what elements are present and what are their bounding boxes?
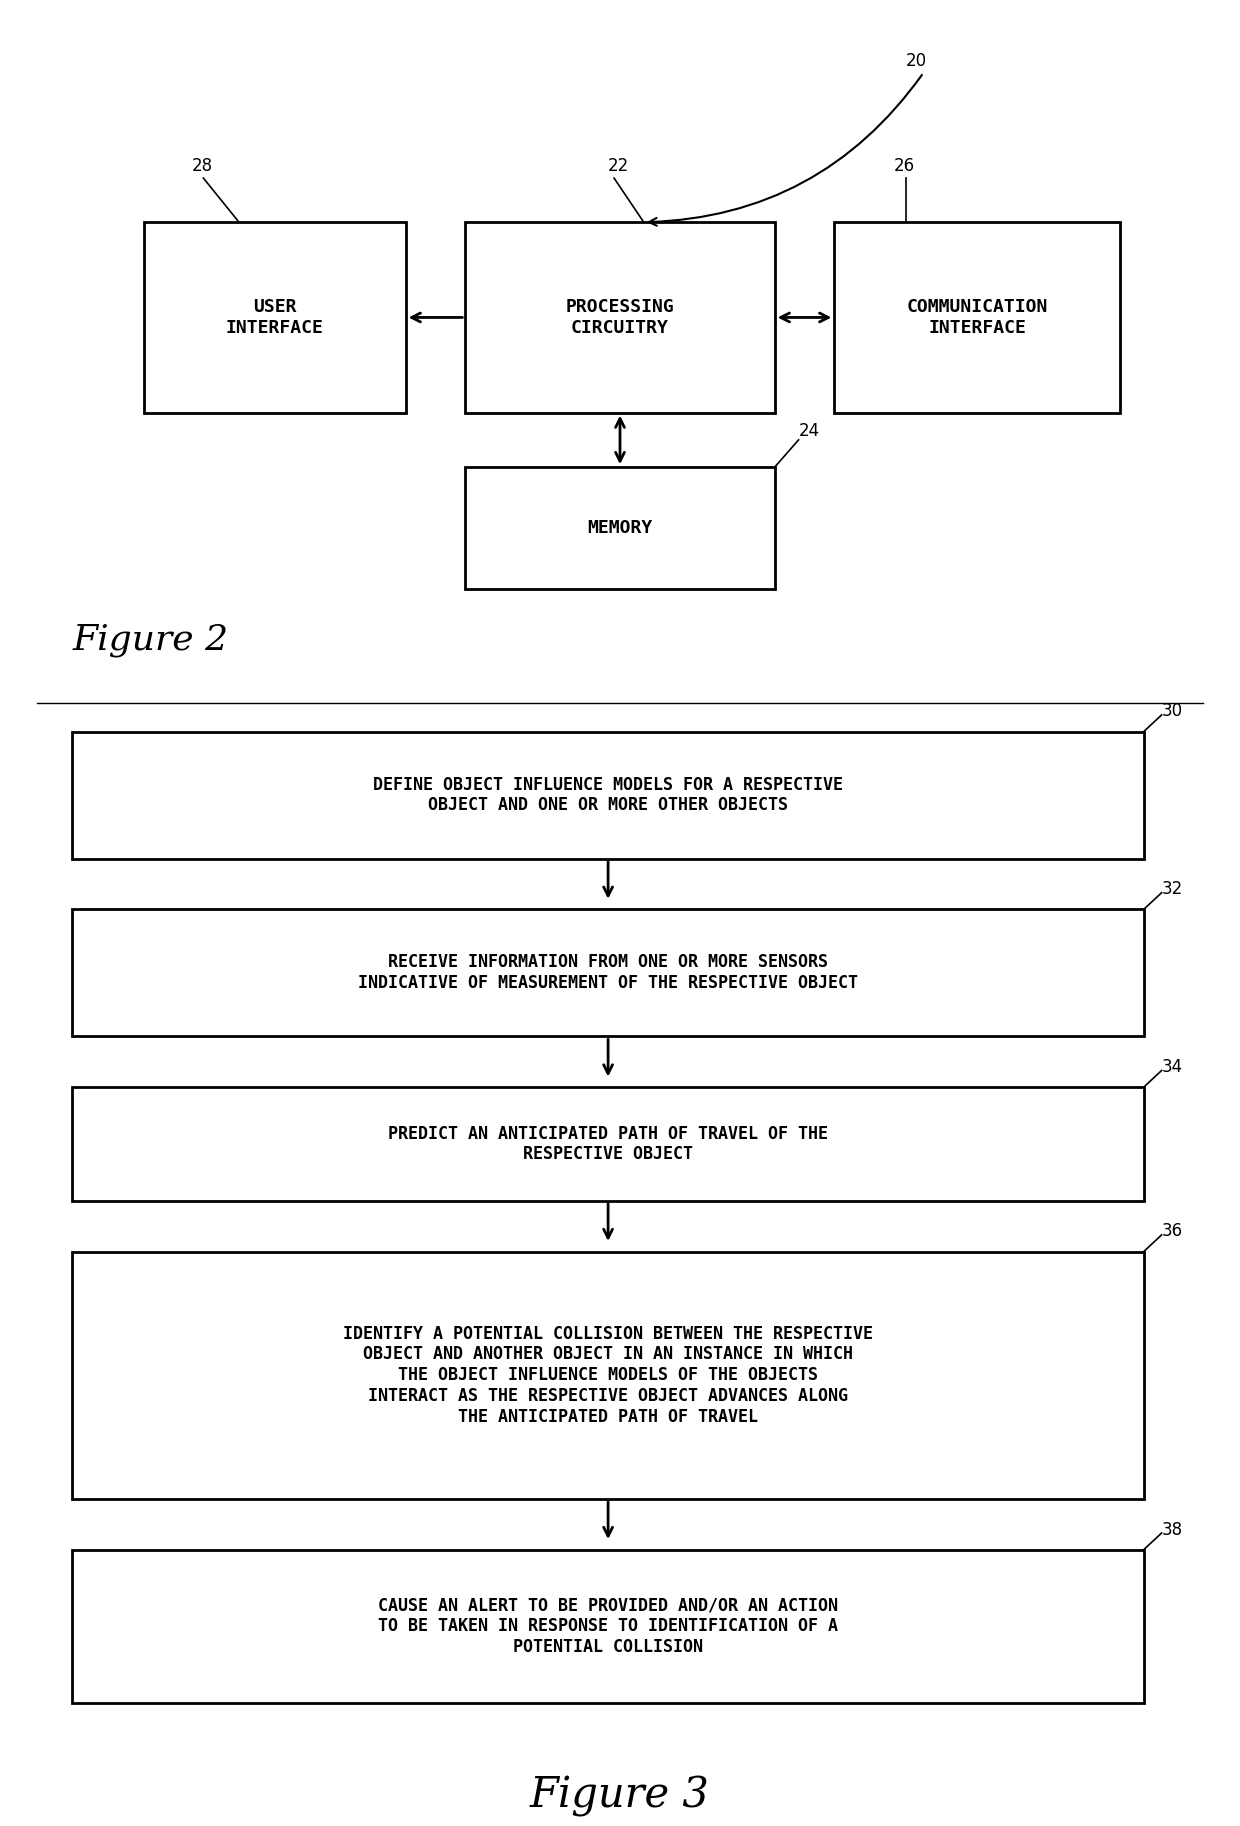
Text: 28: 28 xyxy=(191,157,212,175)
Text: 24: 24 xyxy=(799,422,820,440)
Text: Figure 3: Figure 3 xyxy=(529,1775,711,1817)
FancyBboxPatch shape xyxy=(72,732,1143,858)
Text: CAUSE AN ALERT TO BE PROVIDED AND/OR AN ACTION
TO BE TAKEN IN RESPONSE TO IDENTI: CAUSE AN ALERT TO BE PROVIDED AND/OR AN … xyxy=(378,1596,838,1656)
FancyBboxPatch shape xyxy=(72,1251,1143,1499)
Text: 22: 22 xyxy=(608,157,630,175)
Text: 30: 30 xyxy=(1162,703,1183,721)
Text: Figure 2: Figure 2 xyxy=(72,623,228,657)
Text: 36: 36 xyxy=(1162,1222,1183,1240)
FancyBboxPatch shape xyxy=(835,223,1120,413)
Text: MEMORY: MEMORY xyxy=(588,519,652,537)
Text: PREDICT AN ANTICIPATED PATH OF TRAVEL OF THE
RESPECTIVE OBJECT: PREDICT AN ANTICIPATED PATH OF TRAVEL OF… xyxy=(388,1125,828,1163)
Text: USER
INTERFACE: USER INTERFACE xyxy=(226,298,324,336)
Text: 32: 32 xyxy=(1162,880,1183,898)
Text: PROCESSING
CIRCUITRY: PROCESSING CIRCUITRY xyxy=(565,298,675,336)
Text: RECEIVE INFORMATION FROM ONE OR MORE SENSORS
INDICATIVE OF MEASUREMENT OF THE RE: RECEIVE INFORMATION FROM ONE OR MORE SEN… xyxy=(358,953,858,992)
FancyBboxPatch shape xyxy=(72,1550,1143,1704)
FancyBboxPatch shape xyxy=(465,223,775,413)
FancyBboxPatch shape xyxy=(465,467,775,590)
FancyBboxPatch shape xyxy=(72,909,1143,1037)
FancyBboxPatch shape xyxy=(144,223,405,413)
Text: 26: 26 xyxy=(894,157,915,175)
Text: DEFINE OBJECT INFLUENCE MODELS FOR A RESPECTIVE
OBJECT AND ONE OR MORE OTHER OBJ: DEFINE OBJECT INFLUENCE MODELS FOR A RES… xyxy=(373,776,843,814)
Text: COMMUNICATION
INTERFACE: COMMUNICATION INTERFACE xyxy=(906,298,1048,336)
Text: 38: 38 xyxy=(1162,1521,1183,1539)
Text: IDENTIFY A POTENTIAL COLLISION BETWEEN THE RESPECTIVE
OBJECT AND ANOTHER OBJECT : IDENTIFY A POTENTIAL COLLISION BETWEEN T… xyxy=(343,1324,873,1426)
FancyBboxPatch shape xyxy=(72,1086,1143,1202)
Text: 20: 20 xyxy=(905,53,926,69)
Text: 34: 34 xyxy=(1162,1057,1183,1076)
